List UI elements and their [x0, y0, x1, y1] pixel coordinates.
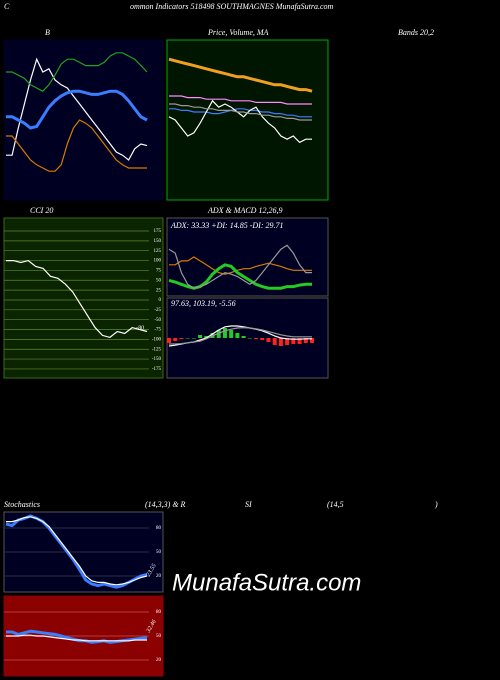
y-tick-label: -100: [152, 338, 162, 343]
y-tick-label: 0: [159, 298, 162, 303]
histogram-bar: [266, 338, 271, 342]
histogram-bar: [278, 338, 283, 346]
panel-title: ADX & MACD 12,26,9: [207, 206, 282, 215]
y-tick-label: 25: [156, 288, 162, 293]
y-tick-label: 20: [156, 658, 162, 663]
histogram-bar: [222, 328, 227, 338]
header-lead: C: [4, 2, 10, 11]
histogram-bar: [310, 338, 314, 343]
series-line: [169, 326, 312, 345]
value-label: 23.55: [146, 563, 158, 578]
histogram-bar: [272, 338, 277, 345]
series-line: [6, 516, 148, 586]
y-tick-label: 50: [156, 550, 162, 555]
histogram-bar: [216, 330, 221, 338]
y-tick-label: 20: [156, 574, 162, 579]
histogram-bar: [185, 338, 190, 339]
panel-title: (14,3,3) & R: [145, 500, 186, 509]
y-tick-label: -175: [152, 367, 162, 372]
histogram-bar: [173, 338, 178, 341]
panel-title: SI: [245, 500, 252, 509]
series-line: [169, 95, 312, 105]
y-tick-label: -125: [152, 347, 162, 352]
y-tick-label: 150: [154, 239, 162, 244]
series-line: [168, 244, 312, 289]
series-line: [168, 57, 313, 93]
y-tick-label: 50: [156, 634, 162, 639]
y-tick-label: 50: [156, 278, 162, 283]
histogram-bar: [191, 338, 196, 339]
histogram-bar: [254, 338, 259, 339]
histogram-bar: [260, 338, 265, 340]
y-tick-label: 125: [154, 249, 162, 254]
panel-title: ): [434, 500, 438, 509]
histogram-bar: [204, 336, 209, 338]
bands-label: Bands 20,2: [398, 28, 434, 37]
histogram-bar: [247, 338, 252, 339]
y-tick-label: 80: [156, 610, 162, 615]
y-tick-label: 175: [154, 229, 162, 234]
series-line: [6, 89, 148, 130]
histogram-bar: [291, 338, 296, 344]
y-tick-label: 100: [154, 259, 162, 264]
histogram-bar: [303, 338, 308, 343]
y-tick-label: 75: [156, 269, 162, 274]
series-line: [169, 256, 312, 275]
histogram-bar: [285, 338, 290, 345]
histogram-bar: [229, 330, 234, 338]
y-tick-label: -25: [154, 308, 161, 313]
series-line: [6, 52, 148, 92]
series-line: [6, 119, 147, 172]
panel-annotation: 97.63, 103.19, -5.56: [171, 299, 236, 308]
panel: [3, 39, 164, 201]
panel-title: CCI 20: [30, 206, 53, 215]
y-tick-label: -50: [154, 318, 161, 323]
series-line: [6, 259, 148, 339]
histogram-bar: [198, 335, 203, 338]
watermark: MunafaSutra.com: [172, 569, 361, 596]
panel: [3, 217, 164, 379]
value-label: -80: [136, 325, 144, 331]
y-tick-label: 80: [156, 526, 162, 531]
panel-title: Stochastics: [4, 500, 40, 509]
y-tick-label: -150: [152, 357, 162, 362]
series-line: [6, 634, 147, 642]
series-line: [168, 99, 312, 144]
histogram-bar: [241, 336, 246, 338]
panel-annotation: ADX: 33.33 +DI: 14.85 -DI: 29.71: [170, 221, 284, 230]
panel-title: (14,5: [327, 500, 344, 509]
histogram-bar: [297, 338, 302, 344]
series-line: [169, 108, 312, 118]
header-text: ommon Indicators 518498 SOUTHMAGNES Muna…: [130, 2, 334, 11]
histogram-bar: [179, 338, 184, 339]
panel-title: Price, Volume, MA: [207, 28, 269, 37]
panel-title: B: [45, 28, 50, 37]
y-tick-label: -75: [154, 328, 161, 333]
histogram-bar: [167, 338, 171, 343]
histogram-bar: [235, 333, 240, 338]
series-line: [169, 103, 312, 121]
